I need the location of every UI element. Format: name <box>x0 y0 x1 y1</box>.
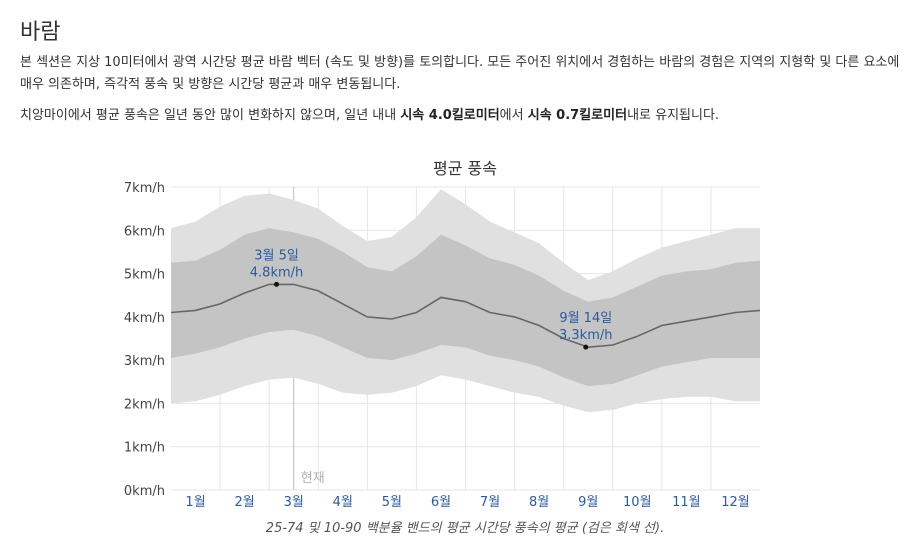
mean-wind-line <box>170 283 761 349</box>
y-tick-label: 3km/h <box>124 354 165 369</box>
month-label: 4월 <box>333 495 353 510</box>
summary-text-3: 내로 유지됩니다. <box>627 108 720 123</box>
chart-title: 평균 풍속 <box>433 159 497 178</box>
month-label: 5월 <box>382 495 402 510</box>
band-25-75 <box>171 228 760 387</box>
y-tick-label: 6km/h <box>124 224 165 239</box>
current-label: 현재 <box>301 471 325 486</box>
month-label: 2월 <box>235 495 255 510</box>
wind-description-paragraph: 본 섹션은 지상 10미터에서 광역 시간당 평균 바람 벡터 (속도 및 방향… <box>20 55 900 92</box>
annotation-point <box>583 344 589 350</box>
y-tick-label: 0km/h <box>124 484 165 499</box>
month-label: 1월 <box>185 495 205 510</box>
annotation-date: 3월 5일 <box>254 248 299 263</box>
month-label: 3월 <box>284 495 304 510</box>
annotation-value: 3.3km/h <box>559 328 613 343</box>
month-label: 7월 <box>480 495 500 510</box>
month-label: 11월 <box>672 495 701 510</box>
y-tick-label: 1km/h <box>124 441 165 456</box>
y-tick-label: 2km/h <box>124 397 165 412</box>
summary-text-2: 에서 <box>499 108 528 123</box>
wind-summary-paragraph: 치앙마이에서 평균 풍속은 일년 동안 많이 변화하지 않으며, 일년 내내 시… <box>20 105 915 127</box>
summary-bold-speed: 시속 4.0킬로미터 <box>400 108 500 123</box>
month-label: 6월 <box>431 495 451 510</box>
month-label: 8월 <box>529 495 549 510</box>
month-label: 12월 <box>721 495 750 510</box>
summary-bold-range: 시속 0.7킬로미터 <box>527 108 628 123</box>
annotation-value: 4.8km/h <box>250 265 304 280</box>
y-tick-label: 5km/h <box>124 268 165 283</box>
annotation-point <box>274 281 280 287</box>
month-label: 10월 <box>623 495 652 510</box>
summary-text-1: 치앙마이에서 평균 풍속은 일년 동안 많이 변화하지 않으며, 일년 내내 <box>20 108 401 123</box>
section-title: 바람 <box>20 20 61 45</box>
y-tick-label: 4km/h <box>124 311 165 326</box>
chart-caption: 25-74 및 10-90 백분율 밴드의 평균 시간당 풍속의 평균 (검은 … <box>265 521 665 536</box>
month-label: 9월 <box>578 495 598 510</box>
y-tick-label: 7km/h <box>124 181 165 196</box>
annotation-date: 9월 14일 <box>559 311 612 326</box>
